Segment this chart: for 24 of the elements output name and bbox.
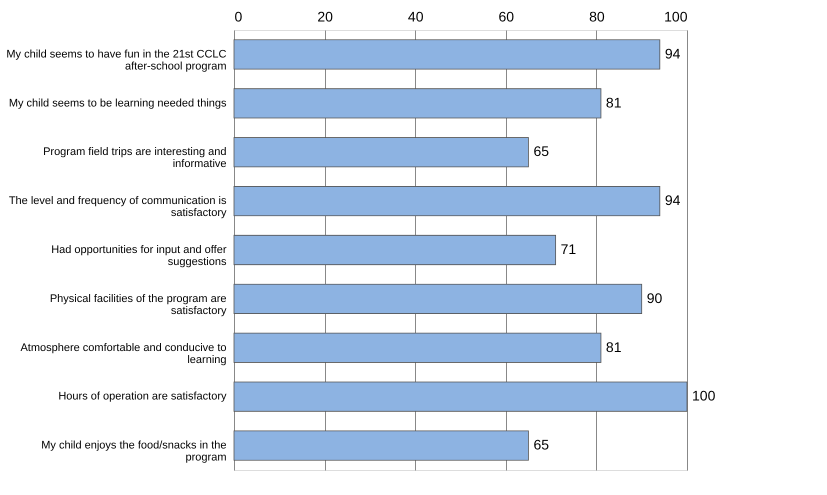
data-label: 94 [664, 192, 681, 208]
x-tick-label: 80 [589, 8, 605, 24]
y-tick-label: My child seems to be learning needed things [8, 97, 227, 110]
x-tick-label: 40 [408, 8, 424, 24]
data-label: 94 [664, 45, 681, 62]
x-tick-label: 100 [664, 8, 688, 24]
x-tick-label: 0 [234, 8, 242, 24]
y-tick-label: My child seems to have fun in the 21st CCLC after-school program [6, 48, 227, 72]
y-tick-label: Physical facilities of the program are satisfactory [50, 292, 227, 317]
data-label: 100 [692, 388, 716, 404]
x-tick-label: 60 [498, 8, 514, 24]
data-label: 81 [606, 94, 622, 110]
data-label: 71 [560, 241, 576, 257]
y-tick-label: My child enjoys the food/snacks in the program [41, 440, 226, 464]
y-tick-label: Hours of operation are satisfactory [58, 390, 227, 403]
y-tick-label: Program field trips are interesting and informative [43, 146, 226, 170]
y-tick-label: Atmosphere comfortable and conducive to learning [20, 342, 226, 366]
x-tick-label: 20 [317, 8, 334, 24]
data-label: 90 [646, 290, 662, 306]
y-tick-label: The level and frequency of communication is satisfactory [8, 195, 227, 220]
data-label: 65 [533, 143, 550, 160]
data-label: 81 [606, 338, 622, 355]
y-tick-label: Had opportunities for input and offer suggestions [51, 244, 227, 268]
data-label: 65 [533, 436, 550, 453]
